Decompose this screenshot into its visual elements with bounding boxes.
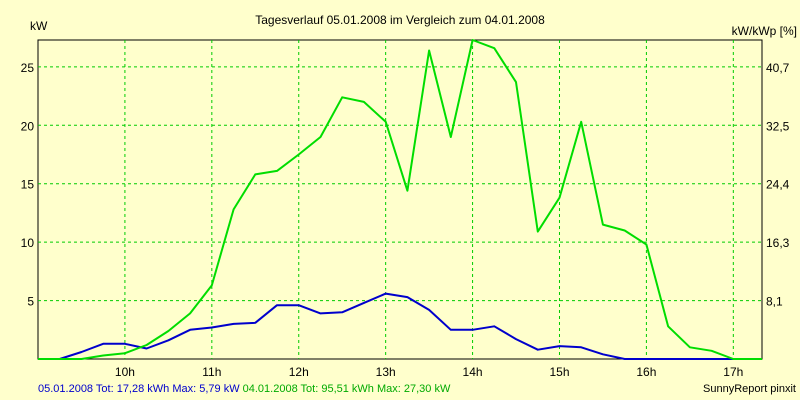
- y-left-tick: 25: [21, 61, 35, 75]
- series-lines: [38, 39, 762, 360]
- legend-series-2: 04.01.2008 Tot: 95,51 kWh Max: 27,30 kW: [239, 383, 451, 395]
- chart-title: Tagesverlauf 05.01.2008 im Vergleich zum…: [255, 13, 545, 27]
- y-left-tick: 5: [27, 295, 34, 309]
- y-left-tick: 20: [21, 119, 35, 133]
- footer: 05.01.2008 Tot: 17,28 kWh Max: 5,79 kW 0…: [38, 383, 798, 397]
- chart: 5 8,1 10 16,3 15 24,4 20 32,5 25 40,7 10h 11h 12h 13h…: [21, 13, 797, 379]
- y-right-label: kW/kWp [%]: [732, 24, 797, 38]
- x-tick: 15h: [549, 365, 569, 379]
- series-line-1: [38, 292, 762, 360]
- x-tick: 10h: [115, 365, 135, 379]
- x-tick: 13h: [376, 365, 396, 379]
- y-left-tick: 15: [21, 178, 35, 192]
- plot-area: [37, 39, 763, 360]
- series-line-2: [38, 39, 762, 360]
- x-tick: 11h: [202, 365, 221, 379]
- tick-labels: 5 8,1 10 16,3 15 24,4 20 32,5 25 40,7 10h 11h 12h 13h…: [21, 61, 790, 379]
- footer-legend: 05.01.2008 Tot: 17,28 kWh Max: 5,79 kW 0…: [38, 383, 450, 395]
- x-tick: 14h: [463, 365, 483, 379]
- legend-series-1: 05.01.2008 Tot: 17,28 kWh Max: 5,79 kW: [38, 383, 240, 395]
- y-right-tick: 40,7: [766, 61, 790, 75]
- y-right-tick: 8,1: [766, 295, 783, 309]
- y-left-label: kW: [30, 19, 48, 33]
- y-right-tick: 24,4: [766, 178, 790, 192]
- footer-credit: SunnyReport pinxit: [703, 383, 796, 395]
- y-right-tick: 32,5: [766, 119, 790, 133]
- x-tick: 12h: [289, 365, 309, 379]
- y-right-tick: 16,3: [766, 236, 790, 250]
- y-left-tick: 10: [21, 236, 35, 250]
- x-tick: 17h: [723, 365, 743, 379]
- x-tick: 16h: [636, 365, 656, 379]
